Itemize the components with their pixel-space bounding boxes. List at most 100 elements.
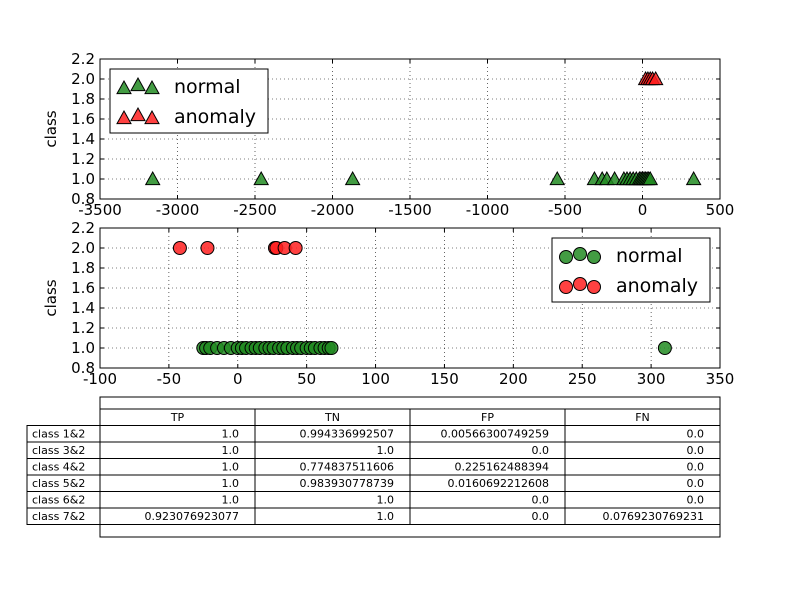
legend-marker-normal xyxy=(573,247,587,261)
legend-marker-normal xyxy=(144,79,160,95)
table-row-label: class 3&2 xyxy=(32,444,85,457)
table-cell-value: 0.0 xyxy=(687,461,705,474)
x-tick-label: -50 xyxy=(157,370,182,388)
table-cell-value: 1.0 xyxy=(377,510,395,523)
legend-marker-anomaly xyxy=(130,106,146,122)
x-tick-label: 500 xyxy=(706,201,735,219)
x-tick-label: 50 xyxy=(297,370,316,388)
y-axis-label: class xyxy=(42,110,60,147)
data-point-anomaly xyxy=(200,241,215,255)
data-point-normal xyxy=(324,341,339,355)
x-tick-label: -500 xyxy=(548,201,582,219)
table-row-label: class 5&2 xyxy=(32,477,85,490)
legend-label-normal: normal xyxy=(616,245,683,267)
table-row-label: class 1&2 xyxy=(32,428,85,441)
table-row-label: class 6&2 xyxy=(32,494,85,507)
bottom-scatter-plot: -100 -50 0 50 100 150 200 250 300 350 0.8 1.0 1.2 1.4… xyxy=(42,219,734,388)
table-row-label: class 7&2 xyxy=(32,510,85,523)
legend-label-normal: normal xyxy=(174,76,241,98)
table-cell-value: 0.983930778739 xyxy=(300,477,394,490)
legend-marker-anomaly xyxy=(116,109,132,125)
x-tick-label: -1000 xyxy=(466,201,510,219)
table-header-TN: TN xyxy=(324,411,340,424)
table-cell-value: 0.774837511606 xyxy=(300,461,394,474)
y-tick-label: 1.6 xyxy=(71,110,95,128)
data-point-anomaly xyxy=(172,241,187,255)
table-header-TP: TP xyxy=(170,411,185,424)
y-tick-label: 1.2 xyxy=(71,319,95,337)
table-cell-value: 1.0 xyxy=(377,494,395,507)
table-cell-value: 0.923076923077 xyxy=(145,510,239,523)
table-cell-value: 0.0 xyxy=(687,477,705,490)
top-scatter-plot: -3500 -3000 -2500 -2000 -1500 -1000 -500 0 500 0.… xyxy=(42,50,734,219)
table-cell-value: 0.0 xyxy=(532,510,550,523)
data-point-normal xyxy=(144,170,161,186)
table-cell-value: 0.0 xyxy=(687,428,705,441)
y-tick-label: 2.2 xyxy=(71,219,95,237)
legend: normal anomaly xyxy=(551,237,711,303)
data-point-normal xyxy=(685,170,702,186)
y-tick-label: 1.2 xyxy=(71,150,95,168)
table-cell-value: 1.0 xyxy=(222,477,240,490)
legend-marker-normal xyxy=(130,76,146,92)
plot-frame xyxy=(99,227,721,369)
table-cell-value: 0.0160692212608 xyxy=(448,477,549,490)
table-row-label: class 4&2 xyxy=(32,461,85,474)
y-tick-label: 0.8 xyxy=(71,190,95,208)
table-cell-value: 1.0 xyxy=(222,444,240,457)
data-point-normal xyxy=(657,341,672,355)
data-point-normal xyxy=(253,170,270,186)
y-tick-label: 1.4 xyxy=(71,299,95,317)
x-tick-label: -2000 xyxy=(311,201,355,219)
legend-marker-anomaly xyxy=(573,277,587,291)
table-cell-value: 1.0 xyxy=(377,444,395,457)
legend-box xyxy=(109,68,269,134)
table-cell xyxy=(564,507,721,525)
data-point-normal xyxy=(549,170,566,186)
x-tick-label: -3000 xyxy=(156,201,200,219)
x-tick-label: -2500 xyxy=(233,201,277,219)
data-point-anomaly xyxy=(288,241,303,255)
x-tick-label: 250 xyxy=(568,370,597,388)
x-tick-label: 300 xyxy=(637,370,666,388)
table-header-FP: FP xyxy=(481,411,494,424)
confusion-table: TP TN FP FN class 1&2 1.0 0.994336992507 0.0056… xyxy=(26,396,721,538)
table-cell-value: 0.0 xyxy=(532,444,550,457)
y-tick-label: 1.8 xyxy=(71,90,95,108)
table-cell-value: 1.0 xyxy=(222,461,240,474)
table-cell-value: 0.0 xyxy=(687,444,705,457)
x-tick-label: 350 xyxy=(706,370,735,388)
x-tick-label: -100 xyxy=(83,370,117,388)
table-header-FN: FN xyxy=(635,411,650,424)
y-tick-label: 2.0 xyxy=(71,70,95,88)
y-tick-label: 1.0 xyxy=(71,170,95,188)
legend-label-anomaly: anomaly xyxy=(174,106,256,128)
x-tick-label: 0 xyxy=(638,201,648,219)
legend-marker-normal xyxy=(587,250,601,264)
legend-marker-normal xyxy=(559,250,573,264)
table-cell-value: 0.0 xyxy=(532,494,550,507)
y-tick-label: 1.4 xyxy=(71,130,95,148)
x-tick-label: 100 xyxy=(361,370,390,388)
table-cell-value: 0.0 xyxy=(687,494,705,507)
y-tick-label: 0.8 xyxy=(71,359,95,377)
table-cell-value: 1.0 xyxy=(222,428,240,441)
table-cell-value: 0.225162488394 xyxy=(455,461,549,474)
legend-marker-anomaly xyxy=(559,280,573,294)
legend: normal anomaly xyxy=(109,68,269,134)
y-tick-label: 1.8 xyxy=(71,259,95,277)
table-cell-value: 1.0 xyxy=(222,494,240,507)
y-tick-label: 2.2 xyxy=(71,50,95,68)
table-cell-value: 0.994336992507 xyxy=(300,428,394,441)
x-tick-label: -1500 xyxy=(388,201,432,219)
data-point-anomaly xyxy=(647,70,664,86)
table-cell-value: 0.00566300749259 xyxy=(441,428,549,441)
x-tick-label: 150 xyxy=(430,370,459,388)
legend-marker-anomaly xyxy=(587,280,601,294)
data-point-normal xyxy=(344,170,361,186)
legend-label-anomaly: anomaly xyxy=(616,275,698,297)
legend-marker-normal xyxy=(116,79,132,95)
y-tick-label: 2.0 xyxy=(71,239,95,257)
plot-frame xyxy=(99,58,721,200)
